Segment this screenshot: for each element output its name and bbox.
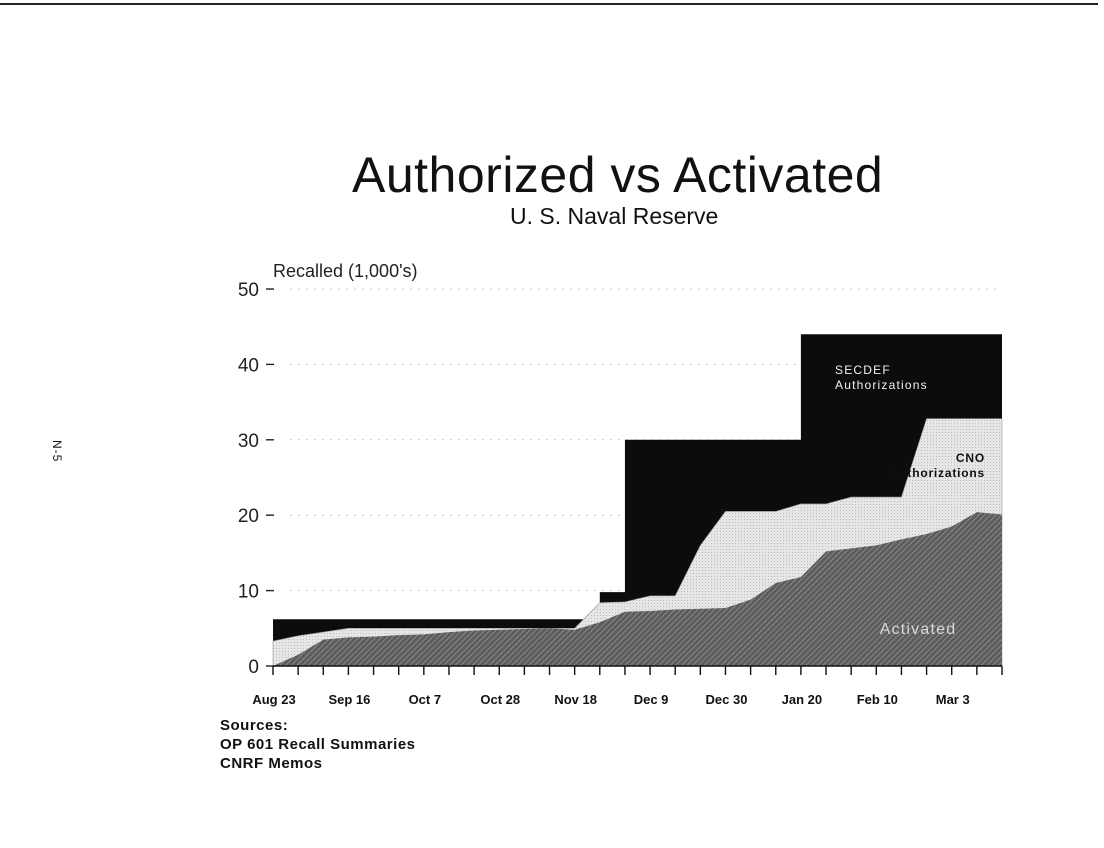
x-tick-label: Dec 9: [634, 692, 669, 707]
top-rule: [0, 3, 1098, 5]
y-tick-label: 50: [238, 280, 259, 301]
y-axis-ticks: 0 10 20 30 40 50: [238, 280, 274, 678]
x-tick-label: Jan 20: [782, 692, 822, 707]
series-labels: SECDEF Authorizations CNO Authorizations Act…: [835, 363, 985, 638]
x-tick-label: Oct 28: [480, 692, 520, 707]
y-tick-label: 0: [248, 657, 259, 678]
x-tick-label: Sep 16: [328, 692, 370, 707]
y-tick-label: 30: [238, 431, 259, 452]
y-axis-label: Recalled (1,000's): [273, 261, 418, 281]
y-tick-label: 40: [238, 355, 259, 376]
x-tick-label: Dec 30: [706, 692, 748, 707]
source-item: CNRF Memos: [220, 755, 323, 772]
chart-title: Authorized vs Activated: [352, 147, 884, 203]
x-axis: Aug 23 Sep 16 Oct 7 Oct 28 Nov 18 Dec 9 Dec 30…: [252, 665, 1003, 707]
series-label-cno: CNO Authorizations: [890, 451, 985, 480]
activated-area: [273, 512, 1002, 666]
x-tick-label: Oct 7: [409, 692, 442, 707]
sources-note: Sources: OP 601 Recall Summaries CNRF Me…: [220, 716, 416, 773]
y-tick-label: 20: [238, 506, 259, 527]
y-tick-label: 10: [238, 582, 259, 603]
x-tick-label: Nov 18: [554, 692, 597, 707]
series-label-secdef: SECDEF Authorizations: [835, 363, 928, 392]
source-item: OP 601 Recall Summaries: [220, 736, 416, 753]
sources-heading: Sources:: [220, 717, 289, 734]
x-tick-label: Mar 3: [936, 692, 970, 707]
x-tick-label: Aug 23: [252, 692, 295, 707]
x-tick-label: Feb 10: [857, 692, 898, 707]
chart-subtitle: U. S. Naval Reserve: [510, 203, 719, 229]
series-areas: [272, 334, 1003, 667]
series-label-activated: Activated: [880, 621, 957, 638]
